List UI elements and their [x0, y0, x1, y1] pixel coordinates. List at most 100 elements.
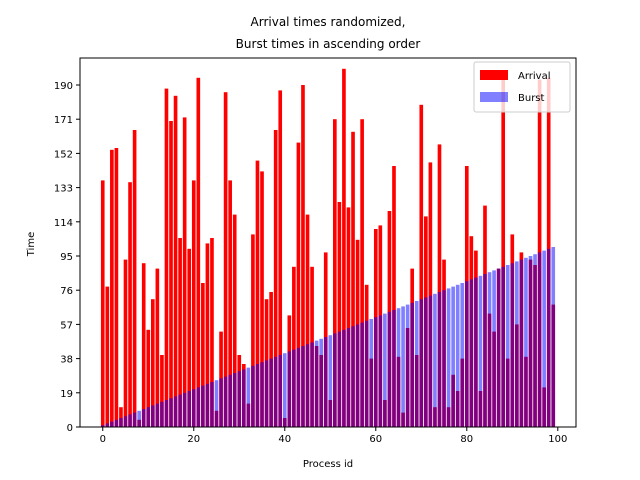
- burst-bar: [533, 254, 537, 427]
- burst-bar: [196, 387, 201, 427]
- arrival-bar: [191, 180, 196, 427]
- burst-bar: [551, 247, 556, 427]
- burst-bar: [478, 275, 483, 427]
- arrival-bar: [260, 171, 264, 427]
- arrival-bar: [342, 68, 346, 428]
- arrival-bar: [210, 238, 214, 427]
- burst-bar: [455, 284, 460, 427]
- burst-bar: [328, 335, 333, 427]
- burst-bar: [301, 346, 305, 427]
- arrival-bar: [155, 268, 160, 427]
- burst-bar: [419, 299, 424, 427]
- y-tick-label: 38: [60, 355, 73, 366]
- burst-bar: [246, 367, 251, 427]
- burst-bar: [132, 412, 137, 427]
- arrival-bar: [196, 77, 201, 428]
- arrival-bar: [337, 202, 342, 427]
- arrival-bar: [292, 266, 296, 427]
- burst-bar: [269, 358, 273, 427]
- burst-bar: [501, 266, 506, 427]
- arrival-bar: [305, 214, 310, 427]
- y-tick-label: 133: [54, 184, 73, 195]
- burst-bar: [273, 356, 278, 427]
- burst-bar: [483, 274, 487, 427]
- legend-swatch-burst: [480, 92, 508, 102]
- burst-bar: [496, 268, 501, 427]
- burst-bar: [383, 313, 387, 427]
- burst-bar: [433, 293, 437, 427]
- x-axis-label: Process id: [303, 459, 353, 470]
- burst-bar: [100, 425, 105, 427]
- arrival-bar: [351, 131, 355, 428]
- burst-bar: [260, 362, 264, 427]
- burst-bar: [141, 409, 146, 427]
- burst-bar: [182, 392, 187, 427]
- arrival-bar: [164, 88, 169, 427]
- burst-bar: [351, 326, 355, 427]
- arrival-bar: [333, 119, 337, 427]
- arrival-bar: [273, 130, 278, 427]
- arrival-bar: [205, 243, 210, 427]
- burst-bar: [510, 263, 515, 427]
- burst-bar: [369, 319, 374, 427]
- burst-bar: [474, 277, 478, 427]
- burst-bar: [292, 349, 296, 427]
- burst-bar: [191, 389, 196, 427]
- burst-bar: [237, 371, 242, 427]
- burst-bar: [528, 256, 533, 427]
- legend: Arrival Burst: [473, 61, 571, 113]
- arrival-bar: [419, 104, 424, 428]
- arrival-bar: [150, 299, 155, 427]
- burst-bar: [205, 383, 210, 427]
- burst-bar: [114, 419, 119, 427]
- arrival-bar: [141, 263, 146, 427]
- burst-bar: [155, 403, 160, 427]
- burst-bar: [251, 365, 255, 427]
- arrival-bar: [178, 238, 182, 427]
- arrival-bar: [182, 117, 187, 428]
- x-tick-label: 20: [187, 434, 200, 445]
- burst-bar: [392, 310, 396, 427]
- burst-bar: [446, 288, 451, 427]
- burst-bar: [232, 373, 237, 427]
- arrival-bar: [119, 407, 123, 427]
- arrival-bar: [201, 283, 205, 427]
- burst-bar: [360, 322, 364, 427]
- burst-bar: [437, 292, 442, 427]
- burst-bar: [178, 394, 182, 427]
- arrival-bar: [255, 160, 260, 427]
- arrival-bar: [105, 286, 110, 427]
- burst-bar: [160, 401, 164, 427]
- burst-bar: [282, 353, 287, 427]
- burst-bar: [524, 257, 528, 427]
- burst-bar: [310, 342, 314, 427]
- burst-bar: [492, 270, 496, 427]
- burst-bar: [460, 283, 465, 427]
- arrival-bar: [392, 166, 396, 427]
- arrival-bar: [360, 119, 364, 427]
- arrival-bar: [437, 144, 442, 427]
- arrival-bar: [146, 329, 151, 427]
- arrival-bar: [110, 149, 114, 428]
- burst-bar: [410, 302, 415, 427]
- burst-bar: [396, 308, 401, 427]
- y-tick-label: 190: [54, 81, 73, 92]
- burst-bar: [110, 421, 114, 427]
- burst-bar: [424, 297, 428, 427]
- axes: 0 20 40 60 80 100 0 19 38 57 76 95 114 133 152 171 190: [54, 57, 577, 445]
- arrival-bar: [501, 77, 506, 428]
- burst-bar: [546, 248, 551, 427]
- arrival-bar: [251, 234, 255, 427]
- burst-bar: [442, 290, 446, 427]
- burst-bar: [228, 374, 232, 427]
- burst-bar: [305, 344, 310, 427]
- y-tick-label: 95: [60, 252, 73, 263]
- burst-bar: [296, 347, 301, 427]
- y-tick-label: 114: [54, 218, 73, 229]
- x-tick-label: 40: [278, 434, 291, 445]
- arrival-bar: [296, 142, 301, 427]
- legend-label-arrival: Arrival: [518, 71, 551, 82]
- burst-bar: [515, 261, 519, 427]
- arrival-bar: [428, 162, 433, 427]
